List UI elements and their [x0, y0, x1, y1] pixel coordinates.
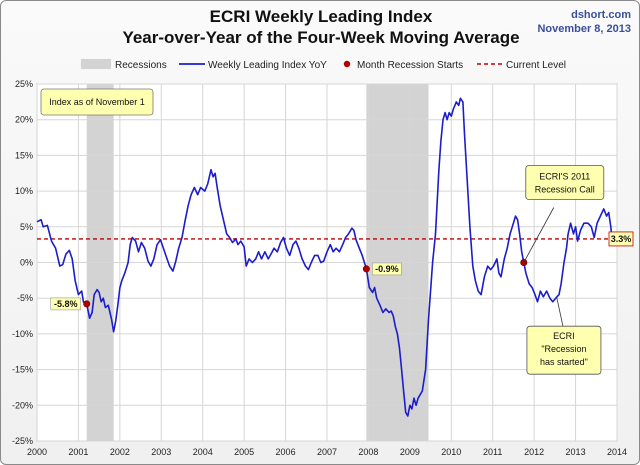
y-tick-label: 25% [15, 79, 33, 89]
plot-area: -25% -20% -15% -10% -5% 0% 5% 10% 15% 20% 25% 2000 2… [12, 79, 634, 457]
x-tick-label: 2011 [483, 447, 502, 457]
x-tick-label: 2012 [524, 447, 544, 457]
x-tick-label: 2001 [68, 447, 88, 457]
x-tick-label: 2013 [566, 447, 586, 457]
x-tick-label: 2002 [110, 447, 130, 457]
y-tick-label: -20% [12, 400, 33, 410]
annotation-2008-box [372, 262, 402, 276]
current-level-tag: 3.3% [611, 234, 632, 244]
started-line-3: has started" [540, 357, 588, 367]
y-tick-label: -10% [12, 329, 33, 339]
y-tick-label: 0% [20, 258, 33, 268]
x-tick-label: 2006 [276, 447, 296, 457]
x-tick-label: 2010 [441, 447, 461, 457]
y-tick-label: 10% [15, 186, 33, 196]
legend-recessions: Recessions [115, 60, 167, 71]
recession-start-marker-0 [83, 300, 91, 308]
started-line-1: ECRI [553, 331, 575, 341]
y-tick-label: 15% [15, 150, 33, 160]
y-tick-label: 20% [15, 115, 33, 125]
x-tick-label: 2005 [234, 447, 254, 457]
annotation-2008: -0.9% [375, 264, 399, 274]
x-tick-label: 2000 [27, 447, 47, 457]
call-box [525, 165, 605, 200]
date-label: November 8, 2013 [537, 23, 631, 35]
x-tick-label: 2009 [400, 447, 420, 457]
current-level-tag-box [608, 231, 634, 247]
info-box [40, 88, 154, 116]
x-tick-label: 2014 [607, 447, 627, 457]
x-tick-label: 2004 [193, 447, 213, 457]
started-leader [556, 298, 564, 327]
y-tick-label: 5% [20, 222, 33, 232]
y-tick-label: -25% [12, 436, 33, 446]
source-label: dshort.com [571, 9, 631, 21]
chart-subtitle: Year-over-Year of the Four-Week Moving A… [122, 28, 520, 47]
legend-recession-swatch [81, 59, 111, 69]
legend: Recessions Weekly Leading Index YoY Mont… [81, 59, 566, 71]
started-line-2: "Recession [541, 344, 586, 354]
call-line-1: ECRI'S 2011 [539, 172, 590, 182]
annotation-2001-box [50, 297, 82, 311]
call-leader [523, 207, 555, 263]
series-line [36, 97, 613, 417]
y-tick-label: -15% [12, 365, 33, 375]
x-tick-label: 2007 [317, 447, 337, 457]
legend-recession-start-swatch [343, 60, 351, 68]
x-tick-label: 2003 [151, 447, 171, 457]
call-line-2: Recession Call [535, 185, 595, 195]
legend-series: Weekly Leading Index YoY [208, 60, 327, 71]
started-box [526, 325, 602, 375]
chart-title: ECRI Weekly Leading Index [209, 7, 433, 26]
legend-recession-start: Month Recession Starts [357, 60, 463, 71]
info-box-text: Index as of November 1 [49, 97, 145, 107]
y-tick-label: -5% [17, 293, 33, 303]
annotation-2001: -5.8% [54, 299, 78, 309]
recession-start-marker-1 [362, 265, 370, 273]
legend-current: Current Level [506, 60, 566, 71]
x-tick-label: 2008 [358, 447, 378, 457]
